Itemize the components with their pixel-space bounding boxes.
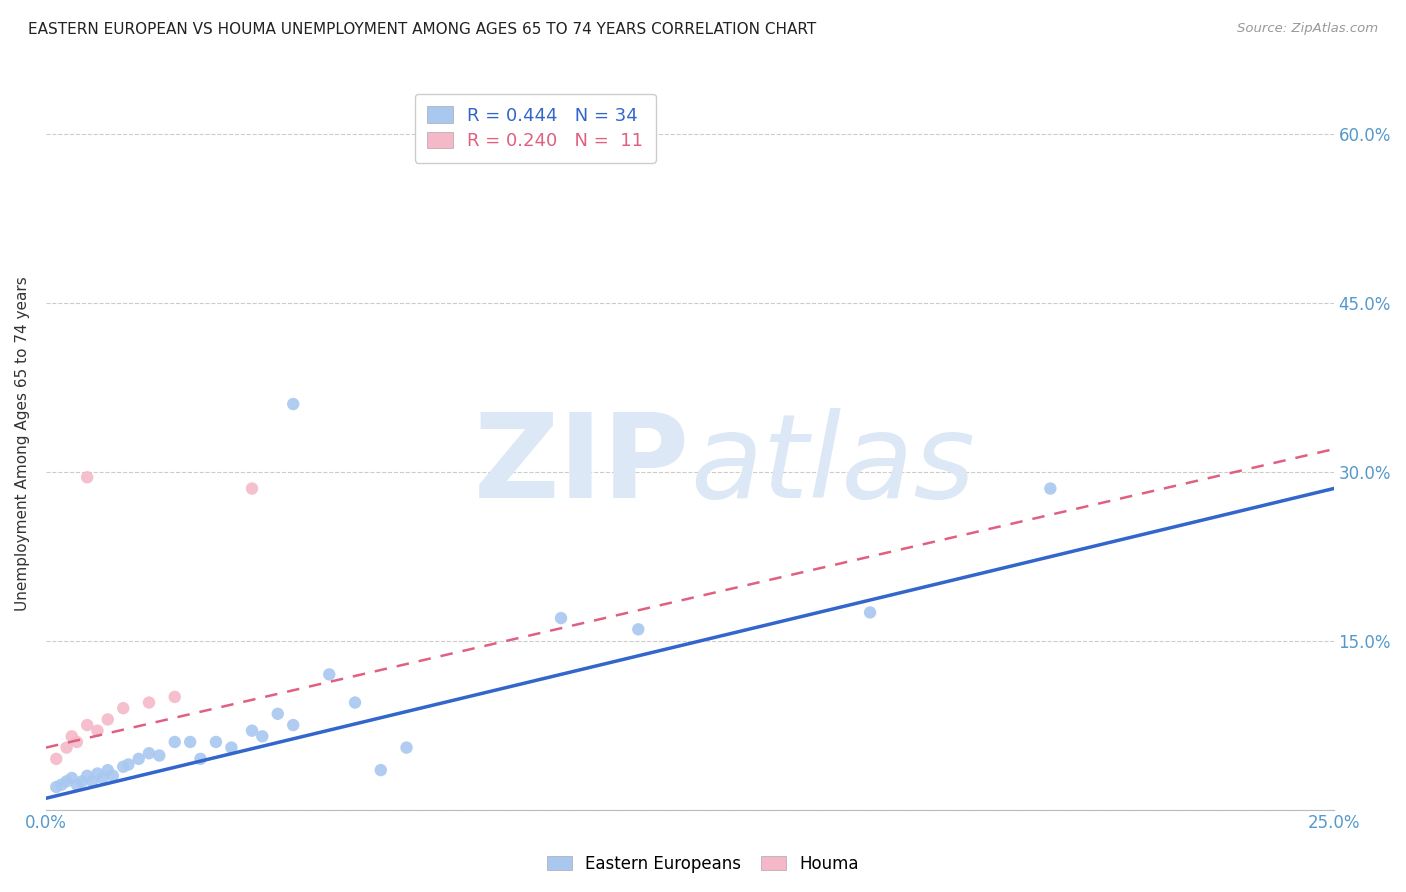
- Point: [97, 763, 120, 777]
- Point: [45, 780, 67, 794]
- Point: [179, 735, 201, 749]
- Point: [51, 778, 73, 792]
- Point: [205, 735, 228, 749]
- Point: [82, 774, 104, 789]
- Point: [66, 735, 89, 749]
- Point: [283, 718, 305, 732]
- Point: [1039, 482, 1062, 496]
- Point: [252, 729, 274, 743]
- Point: [66, 778, 89, 792]
- Point: [550, 611, 572, 625]
- Point: [76, 470, 98, 484]
- Point: [163, 690, 186, 704]
- Point: [101, 769, 124, 783]
- Legend: R = 0.444   N = 34, R = 0.240   N =  11: R = 0.444 N = 34, R = 0.240 N = 11: [415, 94, 655, 163]
- Point: [128, 752, 150, 766]
- Point: [55, 774, 77, 789]
- Point: [283, 397, 305, 411]
- Point: [221, 740, 243, 755]
- Point: [138, 746, 160, 760]
- Point: [343, 696, 366, 710]
- Point: [60, 729, 83, 743]
- Point: [240, 482, 263, 496]
- Point: [86, 723, 108, 738]
- Point: [859, 606, 882, 620]
- Text: atlas: atlas: [690, 409, 974, 523]
- Point: [395, 740, 418, 755]
- Point: [86, 766, 108, 780]
- Point: [91, 771, 114, 785]
- Point: [318, 667, 340, 681]
- Point: [55, 740, 77, 755]
- Point: [240, 723, 263, 738]
- Point: [138, 696, 160, 710]
- Point: [117, 757, 139, 772]
- Point: [112, 701, 135, 715]
- Point: [370, 763, 392, 777]
- Point: [627, 623, 650, 637]
- Point: [70, 774, 93, 789]
- Text: EASTERN EUROPEAN VS HOUMA UNEMPLOYMENT AMONG AGES 65 TO 74 YEARS CORRELATION CHA: EASTERN EUROPEAN VS HOUMA UNEMPLOYMENT A…: [28, 22, 817, 37]
- Text: Source: ZipAtlas.com: Source: ZipAtlas.com: [1237, 22, 1378, 36]
- Text: ZIP: ZIP: [474, 408, 690, 523]
- Point: [76, 769, 98, 783]
- Point: [190, 752, 212, 766]
- Point: [148, 748, 170, 763]
- Y-axis label: Unemployment Among Ages 65 to 74 years: Unemployment Among Ages 65 to 74 years: [15, 277, 30, 611]
- Point: [267, 706, 290, 721]
- Point: [76, 718, 98, 732]
- Legend: Eastern Europeans, Houma: Eastern Europeans, Houma: [540, 848, 866, 880]
- Point: [163, 735, 186, 749]
- Point: [45, 752, 67, 766]
- Point: [97, 713, 120, 727]
- Point: [112, 760, 135, 774]
- Point: [60, 771, 83, 785]
